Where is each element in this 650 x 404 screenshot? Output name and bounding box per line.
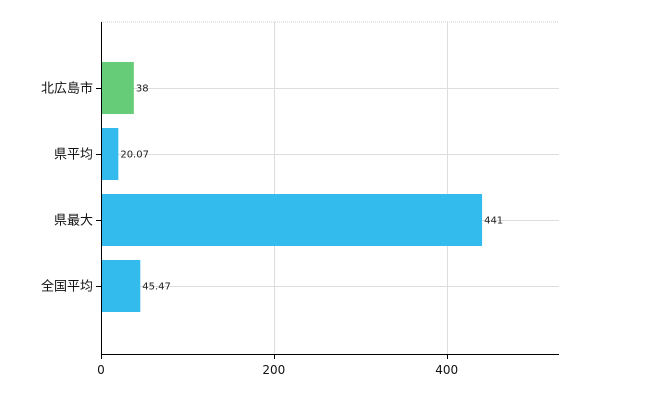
bar <box>101 260 141 312</box>
axes <box>96 22 559 359</box>
data-label: 38 <box>136 84 149 95</box>
bar <box>101 194 483 246</box>
data-label: 45.47 <box>142 282 171 293</box>
category-label: 全国平均 <box>41 279 93 295</box>
category-label: 県平均 <box>54 148 93 163</box>
bar <box>101 128 119 180</box>
x-tick-label: 0 <box>97 363 105 377</box>
data-label: 20.07 <box>120 150 149 161</box>
x-tick-label: 200 <box>262 363 285 377</box>
bars <box>101 62 483 312</box>
x-tick-label: 400 <box>435 363 458 377</box>
data-label: 441 <box>484 216 503 227</box>
bar <box>101 62 134 114</box>
grid-lines <box>101 21 559 354</box>
category-label: 県最大 <box>54 214 93 229</box>
category-label: 北広島市 <box>41 81 93 97</box>
